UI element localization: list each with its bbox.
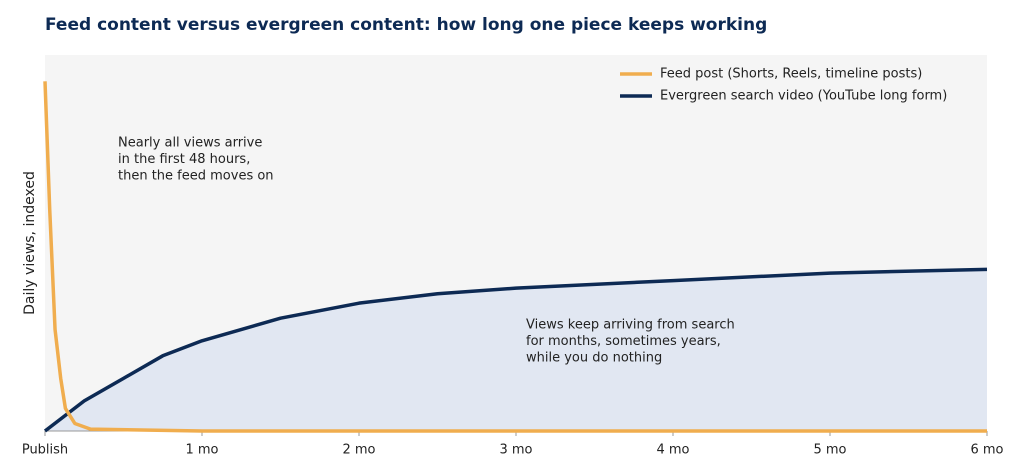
x-tick-label: 5 mo bbox=[813, 443, 846, 458]
annotation: Views keep arriving from search bbox=[526, 318, 735, 333]
x-tick-label: 4 mo bbox=[656, 443, 689, 458]
x-tick-label: 1 mo bbox=[185, 443, 218, 458]
x-tick-label: 3 mo bbox=[499, 443, 532, 458]
legend-label: Feed post (Shorts, Reels, timeline posts… bbox=[660, 67, 922, 82]
area bbox=[45, 269, 987, 431]
annotation: while you do nothing bbox=[526, 351, 662, 366]
legend-label: Evergreen search video (YouTube long for… bbox=[660, 89, 947, 104]
annotation: Nearly all views arrive bbox=[118, 136, 262, 151]
x-tick-label: 2 mo bbox=[342, 443, 375, 458]
annotation: then the feed moves on bbox=[118, 169, 274, 184]
line bbox=[43, 81, 987, 433]
line bbox=[43, 267, 988, 433]
x-tick-label: 6 mo bbox=[970, 443, 1003, 458]
chart-title: Feed content versus evergreen content: h… bbox=[45, 15, 767, 35]
annotation: for months, sometimes years, bbox=[526, 334, 721, 349]
annotation: in the first 48 hours, bbox=[118, 152, 250, 167]
y-axis-label: Daily views, indexed bbox=[22, 171, 38, 315]
x-tick-label: Publish bbox=[22, 443, 68, 458]
